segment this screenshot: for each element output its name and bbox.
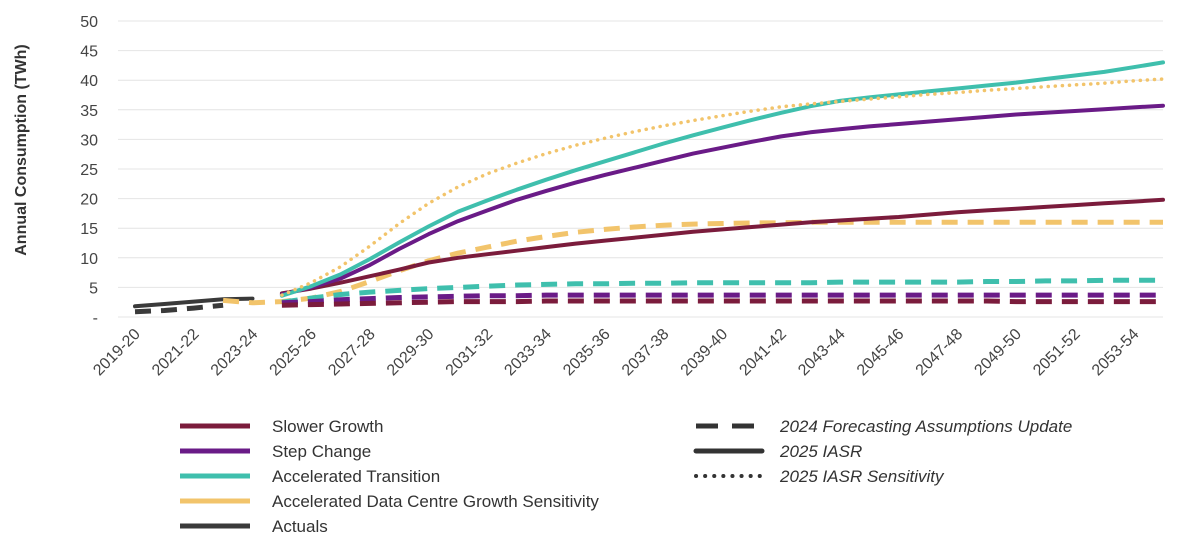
y-tick-label: 40 xyxy=(80,73,98,90)
x-tick-label: 2053-54 xyxy=(1089,326,1143,380)
x-tick-label: 2021-22 xyxy=(149,326,203,380)
x-tick-label: 2023-24 xyxy=(208,326,262,380)
x-tick-label: 2029-30 xyxy=(384,326,438,380)
x-tick-label: 2037-38 xyxy=(619,326,673,380)
x-tick-label: 2051-52 xyxy=(1030,326,1084,380)
legend-label: Accelerated Data Centre Growth Sensitivi… xyxy=(272,492,599,511)
y-tick-label: 30 xyxy=(80,132,98,149)
y-axis-ticks: - 5 10 15 20 25 30 35 40 45 50 xyxy=(80,14,98,327)
y-tick-label: 15 xyxy=(80,221,98,238)
x-tick-label: 2043-44 xyxy=(795,326,849,380)
series-line xyxy=(280,77,1165,297)
x-tick-label: 2033-34 xyxy=(501,326,555,380)
series-line xyxy=(279,103,1165,297)
x-tick-label: 2045-46 xyxy=(854,326,908,380)
y-tick-label: 35 xyxy=(80,103,98,120)
x-tick-label: 2027-28 xyxy=(325,326,379,380)
x-tick-label: 2047-48 xyxy=(913,326,967,380)
series-line xyxy=(281,292,1163,306)
x-tick-label: 2031-32 xyxy=(443,326,497,380)
x-tick-label: 2049-50 xyxy=(971,326,1025,380)
gridlines xyxy=(118,20,1163,318)
series-lines xyxy=(133,60,1165,315)
series-line xyxy=(279,60,1165,298)
y-tick-label: - xyxy=(93,310,98,327)
legend: Slower Growth Step Change Accelerated Tran… xyxy=(180,417,1072,536)
x-tick-label: 2041-42 xyxy=(736,326,790,380)
x-axis-ticks: 2019-20 2021-22 2023-24 2025-26 2027-28 2029-… xyxy=(90,326,1142,380)
x-tick-label: 2039-40 xyxy=(678,326,732,380)
y-tick-label: 20 xyxy=(80,192,98,209)
y-tick-label: 25 xyxy=(80,162,98,179)
series-line xyxy=(281,298,1163,308)
legend-label: Slower Growth xyxy=(272,417,383,436)
series-line xyxy=(134,302,224,315)
legend-label: Step Change xyxy=(272,442,371,461)
x-tick-label: 2035-36 xyxy=(560,326,614,380)
legend-style-label: 2025 IASR xyxy=(779,442,862,461)
series-line xyxy=(281,277,1163,305)
x-tick-label: 2025-26 xyxy=(267,326,321,380)
y-tick-label: 10 xyxy=(80,251,98,268)
series-line xyxy=(222,219,1163,306)
series-line xyxy=(279,197,1165,296)
y-tick-label: 5 xyxy=(89,280,98,297)
y-axis-title: Annual Consumption (TWh) xyxy=(13,44,30,256)
legend-label: Actuals xyxy=(272,517,328,536)
y-tick-label: 50 xyxy=(80,14,98,31)
x-tick-label: 2019-20 xyxy=(90,326,144,380)
y-tick-label: 45 xyxy=(80,44,98,61)
legend-style-label: 2025 IASR Sensitivity xyxy=(779,467,945,486)
legend-label: Accelerated Transition xyxy=(272,467,440,486)
legend-style-label: 2024 Forecasting Assumptions Update xyxy=(779,417,1072,436)
